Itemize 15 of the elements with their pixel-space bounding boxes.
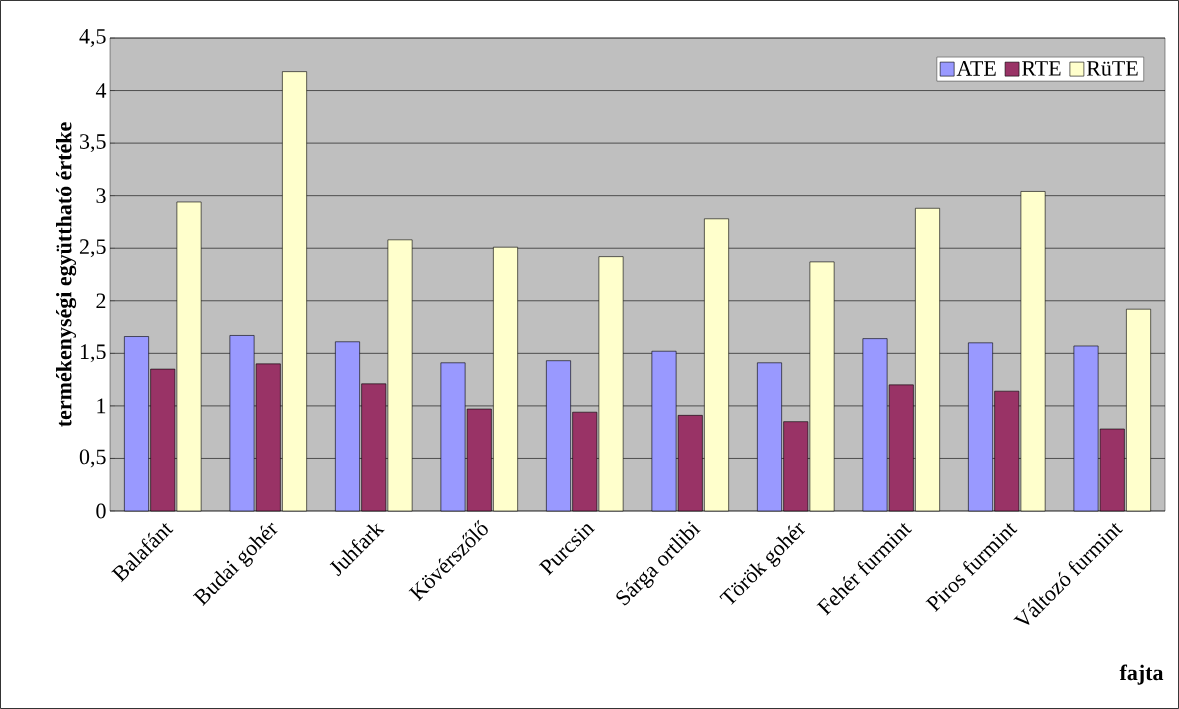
y-tick-label: 4,5 bbox=[79, 29, 106, 47]
y-tick-label: 0,5 bbox=[79, 449, 106, 468]
y-tick-label: 3 bbox=[96, 188, 106, 204]
y-tick-label: 2,5 bbox=[79, 239, 106, 258]
y-tick-label: 1,5 bbox=[80, 344, 106, 363]
y-tick-label: 0 bbox=[96, 503, 106, 519]
legend-label: RTE bbox=[1022, 61, 1061, 76]
legend-label: RüTE bbox=[1086, 61, 1138, 76]
y-axis-title: termékenységi együttható értéke bbox=[56, 122, 77, 427]
y-tick-label: 3,5 bbox=[80, 134, 106, 153]
x-axis-title: fajta bbox=[1119, 664, 1164, 685]
legend-label: ATE bbox=[956, 61, 996, 76]
y-tick-label: 1 bbox=[97, 398, 106, 414]
y-tick-label: 4 bbox=[95, 83, 107, 98]
y-tick-label: 2 bbox=[96, 293, 106, 309]
